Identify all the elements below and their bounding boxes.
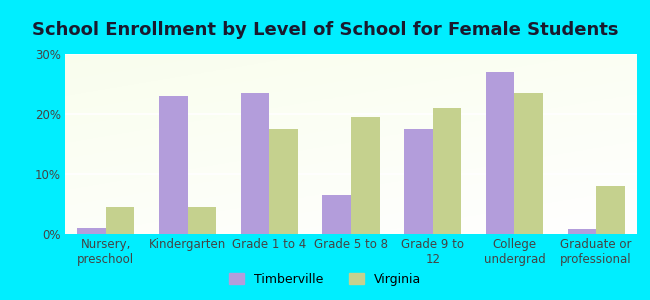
Bar <box>514 93 543 234</box>
Bar <box>567 229 596 234</box>
Bar <box>404 129 433 234</box>
Bar <box>486 72 514 234</box>
Legend: Timberville, Virginia: Timberville, Virginia <box>224 268 426 291</box>
Bar <box>240 93 269 234</box>
Bar <box>159 96 188 234</box>
Bar <box>322 195 351 234</box>
Bar <box>106 207 135 234</box>
Text: School Enrollment by Level of School for Female Students: School Enrollment by Level of School for… <box>32 21 618 39</box>
Bar <box>77 228 106 234</box>
Bar <box>269 129 298 234</box>
Bar <box>351 117 380 234</box>
Bar <box>596 186 625 234</box>
Bar <box>188 207 216 234</box>
Bar <box>433 108 462 234</box>
